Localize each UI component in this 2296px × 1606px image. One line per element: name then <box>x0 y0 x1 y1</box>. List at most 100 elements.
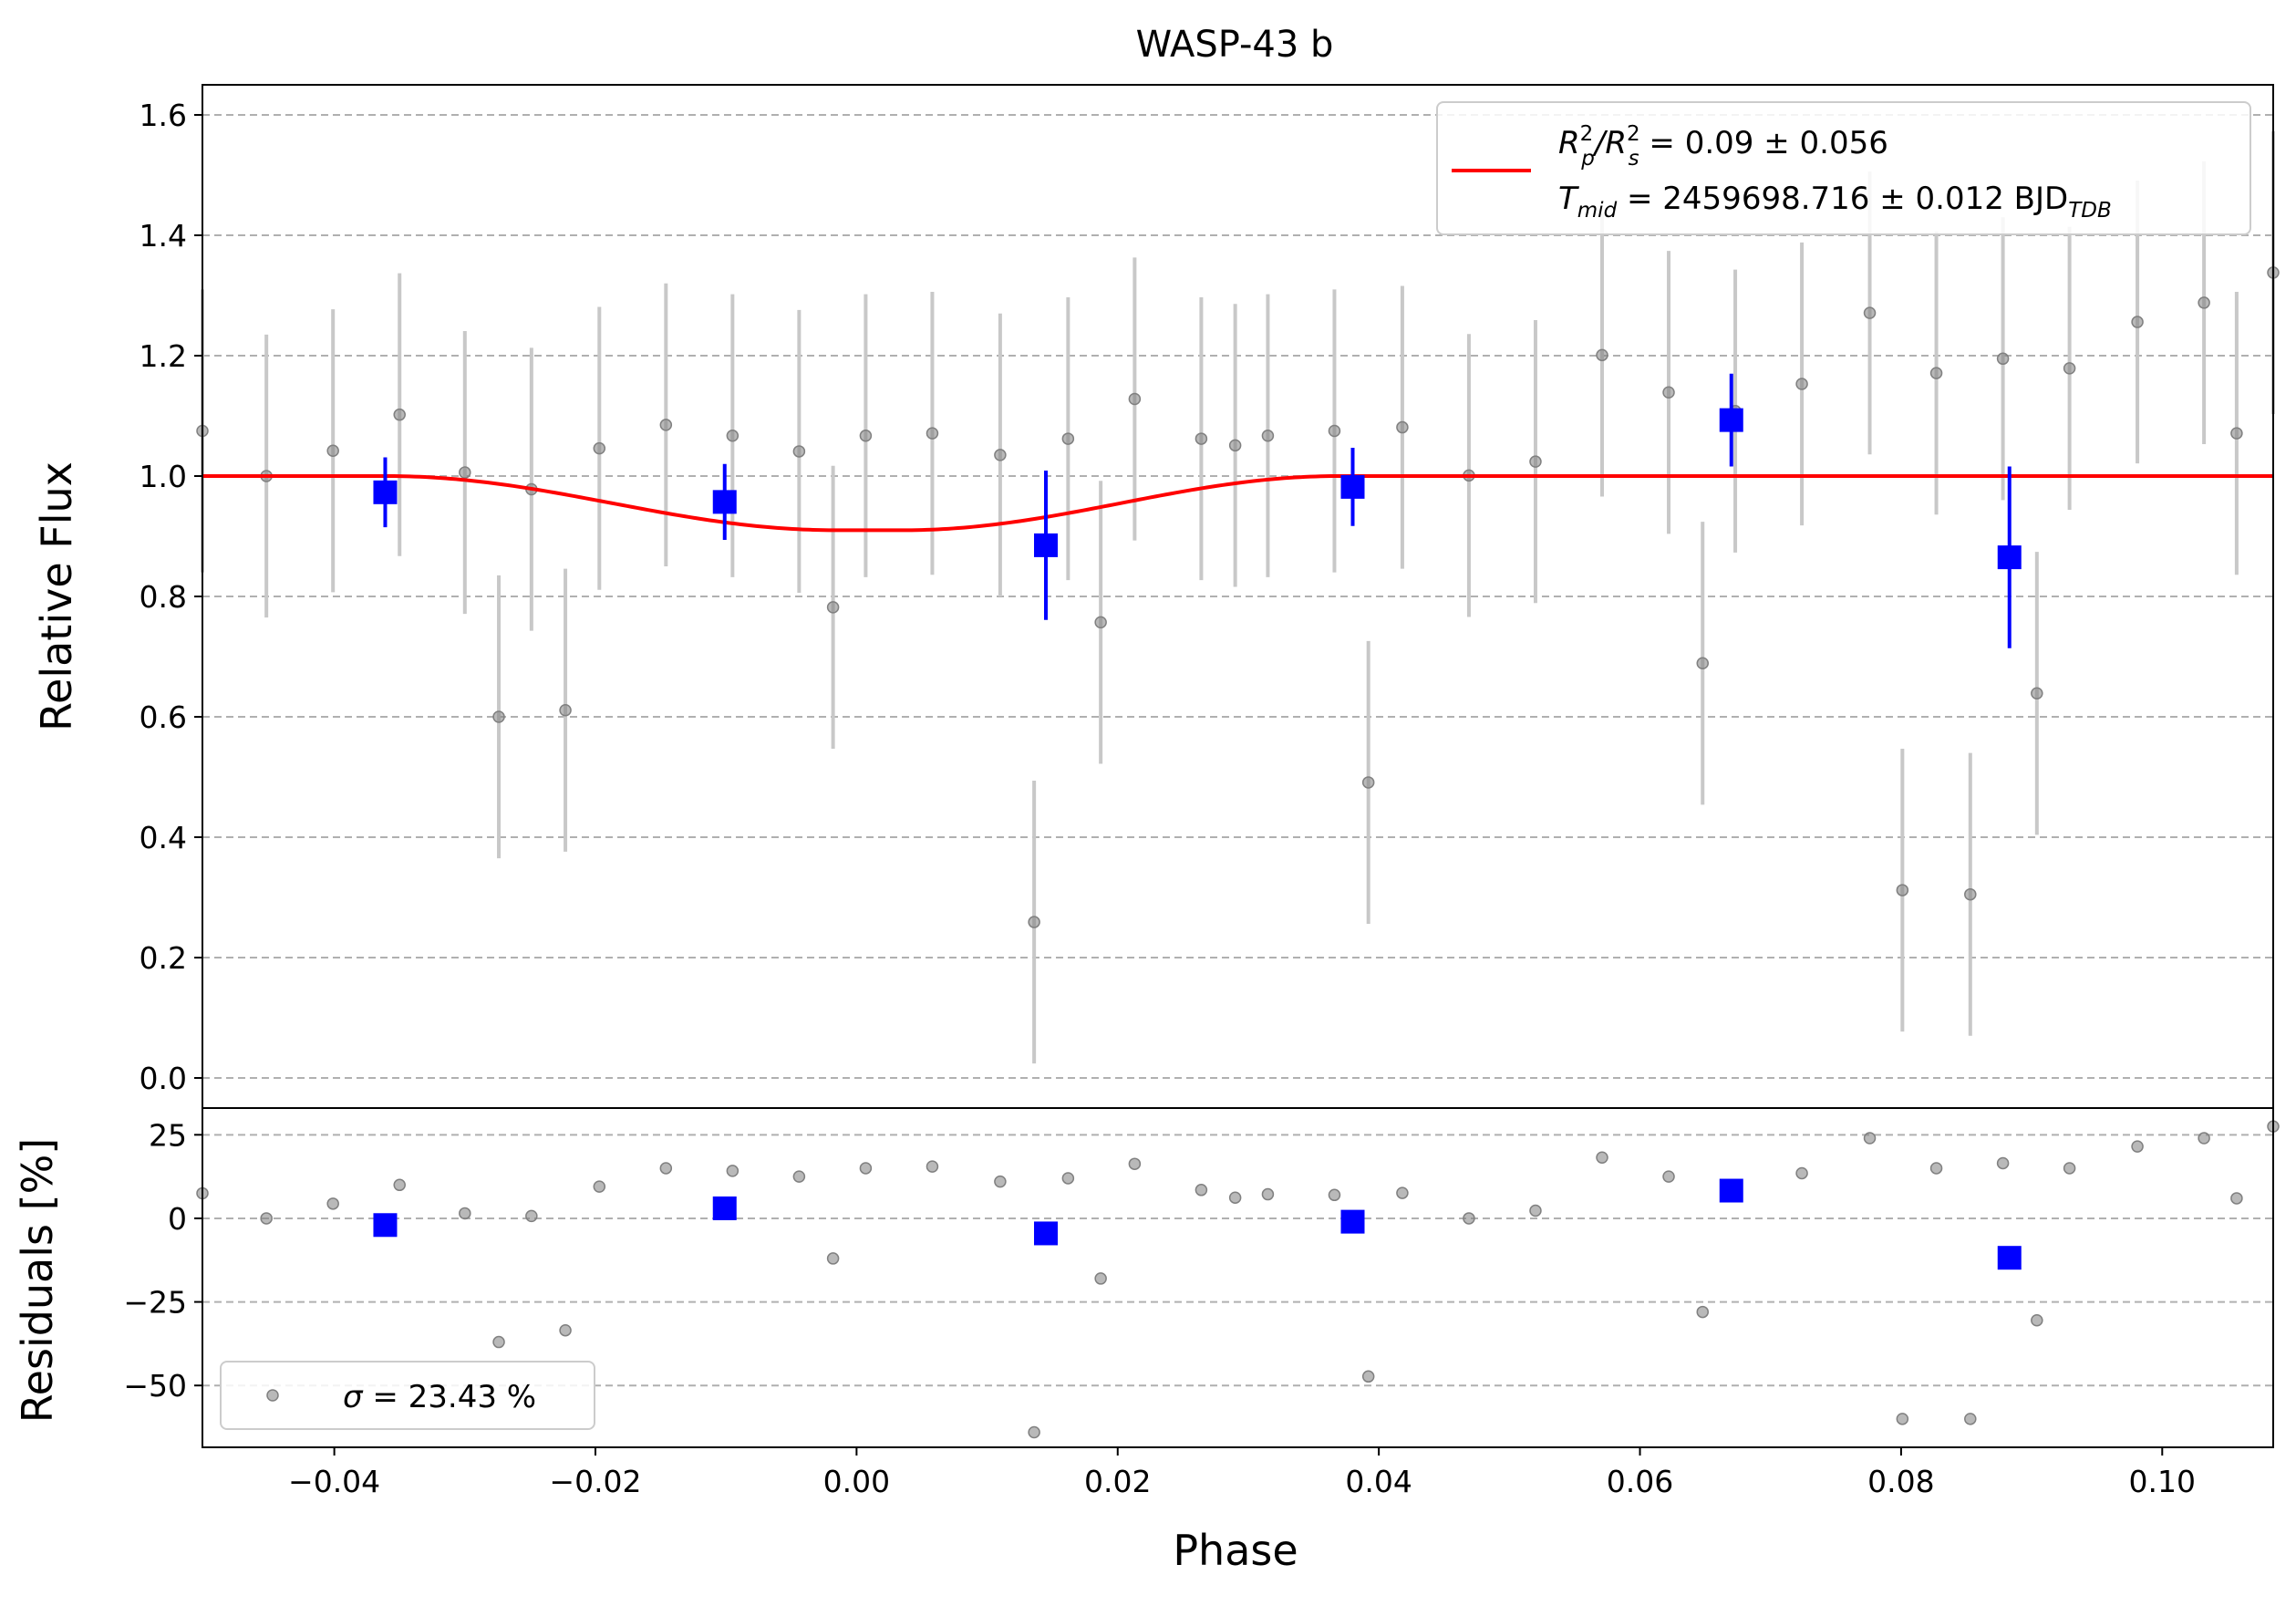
raw-flux-point <box>2198 296 2210 309</box>
binned-flux-point <box>1997 545 2022 570</box>
bottom-y-tick-label: −50 <box>123 1368 187 1404</box>
raw-flux-point <box>1396 420 1409 434</box>
raw-flux-point <box>1028 916 1040 928</box>
raw-flux-point <box>994 449 1007 461</box>
raw-residual-point <box>826 1252 840 1265</box>
raw-flux-point <box>1261 430 1275 442</box>
raw-residual-point <box>659 1162 673 1175</box>
bottom-y-tick-label: 0 <box>168 1201 187 1237</box>
bottom-y-tick-label: −25 <box>123 1285 187 1321</box>
raw-residual-point <box>792 1170 806 1183</box>
top-legend: R2 p/R2 s = 0.09 ± 0.056 Tmid = 2459698.71… <box>1436 101 2251 235</box>
raw-residual-point <box>1094 1272 1107 1285</box>
binned-flux-point <box>1034 533 1059 557</box>
chart-title: WASP-43 b <box>1136 24 1334 66</box>
raw-flux-point <box>926 427 939 440</box>
raw-residual-point <box>1996 1156 2010 1170</box>
bottom-binned-residuals <box>373 1178 2022 1270</box>
raw-residual-point <box>1195 1184 1208 1197</box>
bottom-legend: σ = 23.43 % <box>220 1361 595 1430</box>
raw-residual-point <box>326 1197 339 1210</box>
raw-residual-point <box>1596 1151 1608 1164</box>
raw-flux-point <box>1061 432 1075 445</box>
bottom-panel-grid <box>202 1134 2273 1387</box>
raw-residual-point <box>2031 1313 2043 1327</box>
raw-flux-point <box>1662 386 1675 399</box>
binned-residual-point <box>1340 1209 1365 1234</box>
binned-flux-point <box>1340 474 1365 499</box>
top-raw-points <box>196 266 2280 928</box>
raw-flux-point <box>2131 316 2144 328</box>
raw-flux-point <box>326 444 339 458</box>
top-binned-points <box>373 373 2022 648</box>
raw-flux-point <box>1228 439 1242 452</box>
x-axis-label: Phase <box>1173 1526 1298 1575</box>
x-ticks: −0.04 −0.02 0.00 0.02 0.04 0.06 0.08 0.10 <box>288 1447 2196 1499</box>
raw-flux-point <box>1929 367 1943 379</box>
top-y-ticks: 0.0 0.2 0.4 0.6 0.8 1.0 1.2 1.4 1.6 <box>140 98 202 1096</box>
binned-flux-point <box>1719 408 1743 432</box>
bottom-panel-frame <box>202 1107 2274 1448</box>
raw-flux-point <box>2031 687 2043 700</box>
top-y-axis-label: Relative Flux <box>32 461 81 731</box>
raw-residual-point <box>1228 1191 1242 1204</box>
raw-residual-point <box>2131 1140 2144 1153</box>
raw-residual-point <box>1529 1204 1542 1217</box>
legend-box <box>1436 101 2251 235</box>
raw-flux-point <box>1795 378 1808 390</box>
raw-flux-point <box>1696 657 1710 670</box>
top-y-tick-label: 0.8 <box>140 579 187 615</box>
bottom-y-axis-label: Residuals [%] <box>13 1138 62 1423</box>
raw-flux-point <box>2230 427 2243 440</box>
raw-residual-point <box>2230 1192 2243 1205</box>
legend-residual-marker <box>266 1389 279 1402</box>
raw-flux-point <box>492 710 505 723</box>
raw-residual-point <box>593 1180 606 1193</box>
raw-flux-point <box>1361 776 1375 789</box>
raw-flux-point <box>1863 306 1877 319</box>
raw-flux-point <box>1195 432 1208 445</box>
raw-flux-point <box>659 419 673 431</box>
raw-residual-point <box>2063 1162 2076 1175</box>
transit-model-line <box>202 474 2273 533</box>
x-tick-label: 0.00 <box>823 1464 890 1499</box>
raw-residual-point <box>1863 1132 1877 1145</box>
x-tick-label: 0.06 <box>1607 1464 1673 1499</box>
raw-flux-point <box>1094 616 1107 629</box>
raw-residual-point <box>1361 1370 1375 1383</box>
binned-residual-point <box>1997 1246 2022 1270</box>
raw-residual-point <box>859 1162 873 1175</box>
top-y-tick-label: 1.0 <box>140 459 187 494</box>
raw-flux-point <box>792 445 806 458</box>
binned-flux-point <box>373 480 398 504</box>
raw-flux-point <box>859 430 873 442</box>
raw-flux-point <box>1996 352 2010 366</box>
raw-residual-point <box>1696 1305 1710 1319</box>
binned-residual-point <box>373 1213 398 1238</box>
bottom-y-tick-label: 25 <box>149 1117 187 1153</box>
raw-residual-point <box>1463 1212 1475 1225</box>
raw-residual-point <box>1261 1187 1275 1201</box>
raw-flux-point <box>826 601 840 614</box>
raw-residual-point <box>459 1207 471 1220</box>
raw-residual-point <box>492 1335 505 1349</box>
top-panel-grid <box>202 114 2273 1079</box>
x-tick-label: 0.10 <box>2129 1464 2196 1499</box>
legend-tmid-label: Tmid = 2459698.716 ± 0.012 BJDTDB <box>1558 181 2112 223</box>
top-y-tick-label: 1.4 <box>140 218 187 254</box>
raw-flux-point <box>393 408 406 421</box>
raw-residual-point <box>1662 1170 1675 1183</box>
x-tick-label: 0.02 <box>1084 1464 1151 1499</box>
raw-residual-point <box>2198 1132 2210 1145</box>
raw-residual-point <box>1929 1162 1943 1175</box>
binned-flux-point <box>712 490 737 514</box>
binned-residual-point <box>712 1196 737 1220</box>
raw-residual-point <box>994 1175 1007 1188</box>
top-y-tick-label: 0.4 <box>140 820 187 855</box>
legend-depth-label: R2 p/R2 s = 0.09 ± 0.056 <box>1558 122 1888 171</box>
top-y-tick-label: 0.6 <box>140 699 187 735</box>
raw-flux-point <box>559 703 572 717</box>
raw-residual-point <box>525 1209 538 1223</box>
binned-residual-point <box>1719 1178 1743 1203</box>
raw-flux-point <box>726 430 739 442</box>
